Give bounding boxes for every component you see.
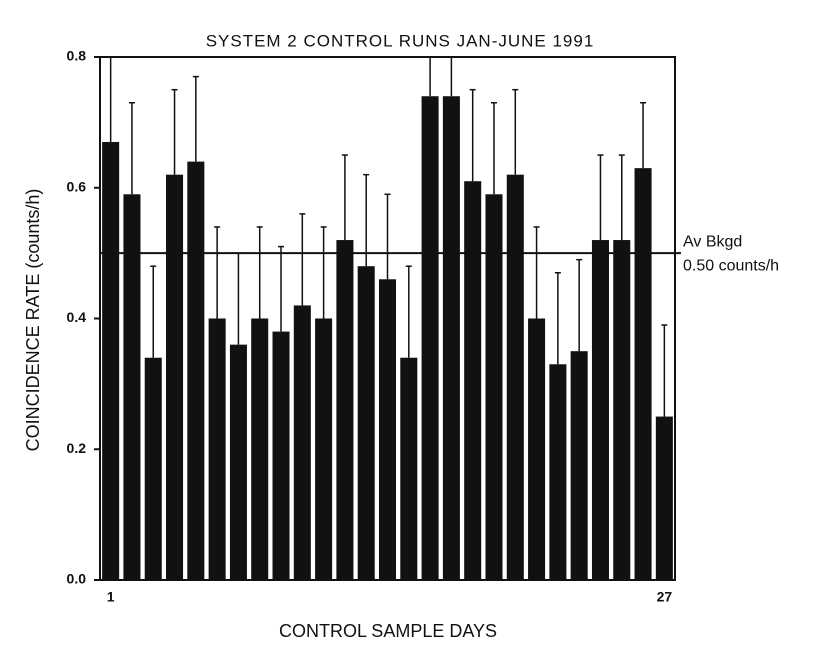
- bar: [442, 96, 460, 580]
- bar: [315, 318, 333, 580]
- bar: [400, 357, 418, 580]
- x-tick-label: 27: [657, 589, 673, 605]
- y-tick-label: 0.4: [67, 309, 87, 325]
- error-bar: [150, 265, 157, 358]
- y-tick-label: 0.2: [67, 440, 87, 456]
- error-bar: [384, 193, 391, 280]
- bar: [485, 194, 503, 580]
- bar: [102, 141, 120, 580]
- bar: [421, 96, 439, 580]
- error-bar: [429, 57, 431, 97]
- error-bar: [661, 324, 668, 417]
- error-bar: [171, 88, 178, 175]
- x-tick-label: 1: [107, 589, 115, 605]
- error-bar: [618, 154, 625, 241]
- error-bar: [320, 226, 327, 319]
- error-bar: [256, 226, 263, 319]
- bar: [591, 240, 609, 580]
- bar: [357, 266, 375, 580]
- error-bar: [597, 154, 604, 241]
- error-bar: [235, 252, 242, 345]
- error-bar: [469, 88, 476, 182]
- bar: [506, 174, 524, 580]
- bar: [336, 240, 354, 580]
- bar: [293, 305, 311, 580]
- bar: [166, 174, 184, 580]
- chart-title: SYSTEM 2 CONTROL RUNS JAN-JUNE 1991: [206, 31, 595, 50]
- y-tick-label: 0.0: [67, 571, 87, 587]
- error-bar: [533, 226, 540, 319]
- bar: [272, 331, 290, 580]
- error-bar: [278, 245, 285, 332]
- y-tick-label: 0.6: [67, 178, 87, 194]
- bar: [208, 318, 226, 580]
- bar: [464, 181, 482, 580]
- error-bar: [128, 102, 135, 195]
- error-bar: [512, 88, 519, 175]
- error-bar: [554, 271, 561, 365]
- error-bar: [341, 154, 348, 241]
- bar: [570, 351, 588, 580]
- error-bar: [450, 57, 453, 97]
- y-axis-label: COINCIDENCE RATE (counts/h): [23, 189, 43, 452]
- x-axis-label: CONTROL SAMPLE DAYS: [279, 621, 497, 641]
- reference-label: Av Bkgd: [683, 233, 742, 250]
- error-bar: [640, 102, 647, 169]
- plot-area: [102, 57, 673, 580]
- bar: [187, 161, 205, 580]
- bar: [655, 416, 673, 580]
- reference-sublabel: 0.50 counts/h: [683, 257, 779, 274]
- bar: [378, 279, 397, 580]
- error-bar: [405, 265, 412, 358]
- bar: [634, 168, 652, 580]
- error-bar: [299, 213, 306, 306]
- error-bar: [192, 75, 199, 162]
- bar: [613, 240, 631, 580]
- error-bar: [214, 226, 221, 319]
- error-bar: [490, 102, 497, 195]
- bar: [229, 344, 247, 580]
- error-bar: [109, 57, 112, 142]
- error-bar: [576, 258, 583, 352]
- error-bar: [363, 173, 370, 267]
- y-tick-label: 0.8: [67, 48, 87, 64]
- bar: [528, 318, 546, 580]
- bar: [251, 318, 269, 580]
- bar: [123, 194, 141, 580]
- bar: [549, 364, 567, 580]
- bar: [144, 357, 162, 580]
